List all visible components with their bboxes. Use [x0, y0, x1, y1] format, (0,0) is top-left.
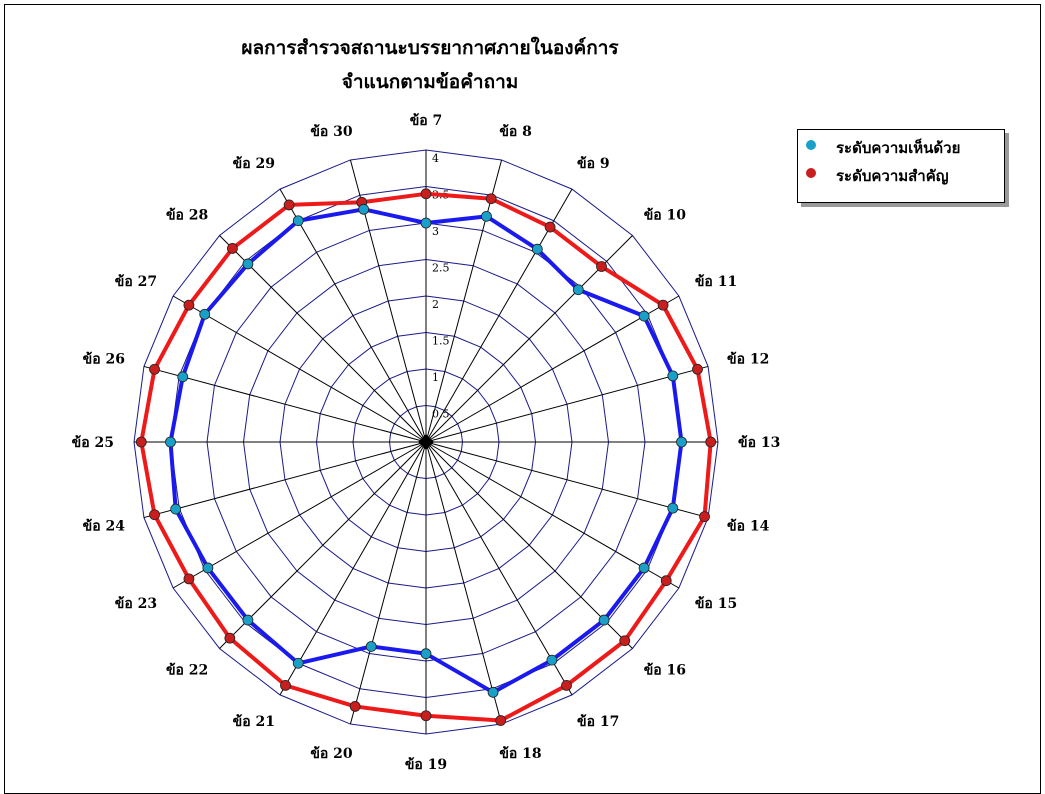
- point-agreement-17: [203, 563, 213, 573]
- point-agreement-23: [293, 216, 303, 226]
- point-agreement-1: [421, 218, 431, 228]
- radar-chart: 0.511.522.533.54 ข้อ 7ข้อ 8ข้อ 9ข้อ 10ข้…: [5, 5, 1040, 793]
- point-agreement-21: [200, 309, 210, 319]
- category-label-23: ข้อ 29: [233, 156, 275, 172]
- point-importance-13: [421, 711, 431, 721]
- point-importance-8: [700, 512, 710, 522]
- category-label-1: ข้อ 7: [410, 113, 443, 129]
- point-importance-4: [597, 261, 607, 271]
- legend: ระดับความเห็นด้วย ระดับความสำคัญ: [797, 129, 1005, 203]
- category-label-7: ข้อ 13: [738, 435, 780, 451]
- category-label-10: ข้อ 16: [644, 663, 686, 679]
- category-label-12: ข้อ 18: [499, 746, 541, 762]
- chart-title-line1: ผลการสำรวจสถานะบรรยากาศภายในองค์การ: [5, 33, 855, 63]
- spoke-15: [280, 442, 426, 695]
- category-label-17: ข้อ 23: [115, 596, 157, 612]
- point-agreement-18: [171, 504, 181, 514]
- point-agreement-2: [481, 211, 491, 221]
- category-label-13: ข้อ 19: [405, 757, 447, 773]
- tick-label-4: 4: [432, 152, 439, 165]
- legend-item-importance: ระดับความสำคัญ: [806, 164, 1002, 186]
- spoke-14: [350, 442, 426, 724]
- point-importance-3: [545, 222, 555, 232]
- category-label-4: ข้อ 10: [644, 207, 687, 223]
- category-label-2: ข้อ 8: [499, 124, 532, 140]
- point-importance-12: [496, 716, 506, 726]
- point-importance-17: [184, 574, 194, 584]
- category-label-22: ข้อ 28: [166, 207, 208, 223]
- chart-title-line2: จำแนกตามข้อคำถาม: [5, 67, 855, 97]
- point-agreement-12: [488, 687, 498, 697]
- point-agreement-11: [547, 655, 557, 665]
- spoke-18: [144, 442, 426, 518]
- category-label-24: ข้อ 30: [310, 124, 353, 140]
- category-label-15: ข้อ 21: [233, 714, 275, 730]
- point-agreement-9: [639, 563, 649, 573]
- point-agreement-13: [421, 649, 431, 659]
- category-label-14: ข้อ 20: [310, 746, 353, 762]
- point-agreement-24: [359, 204, 369, 214]
- legend-item-agreement: ระดับความเห็นด้วย: [806, 136, 1002, 158]
- point-importance-23: [284, 200, 294, 210]
- point-importance-5: [658, 300, 668, 310]
- point-agreement-14: [366, 641, 376, 651]
- point-importance-11: [562, 680, 572, 690]
- category-label-20: ข้อ 26: [83, 352, 125, 368]
- point-agreement-3: [532, 244, 542, 254]
- spoke-12: [426, 442, 502, 724]
- point-importance-7: [706, 437, 716, 447]
- legend-marker-agreement: [806, 140, 816, 150]
- point-importance-20: [150, 364, 160, 374]
- tick-label-1: 1: [432, 371, 439, 384]
- legend-marker-importance: [806, 168, 816, 178]
- tick-label-3: 3: [432, 225, 439, 238]
- point-importance-9: [661, 576, 671, 586]
- point-agreement-4: [573, 285, 583, 295]
- point-agreement-16: [243, 615, 253, 625]
- point-importance-2: [486, 194, 496, 204]
- point-importance-15: [280, 680, 290, 690]
- point-importance-10: [620, 636, 630, 646]
- point-importance-19: [136, 437, 146, 447]
- category-label-19: ข้อ 25: [72, 435, 114, 451]
- point-importance-1: [421, 189, 431, 199]
- point-agreement-6: [668, 371, 678, 381]
- point-importance-21: [184, 300, 194, 310]
- category-label-9: ข้อ 15: [695, 596, 737, 612]
- spoke-21: [173, 296, 426, 442]
- point-agreement-22: [243, 259, 253, 269]
- category-label-11: ข้อ 17: [577, 714, 619, 730]
- tick-label-1.5: 1.5: [432, 335, 450, 348]
- legend-label-agreement: ระดับความเห็นด้วย: [836, 136, 960, 160]
- point-importance-6: [692, 364, 702, 374]
- category-label-21: ข้อ 27: [115, 274, 157, 290]
- point-agreement-7: [677, 437, 687, 447]
- category-label-18: ข้อ 24: [83, 518, 126, 534]
- point-importance-22: [227, 243, 237, 253]
- point-importance-16: [225, 633, 235, 643]
- tick-label-0.5: 0.5: [432, 408, 450, 421]
- category-label-8: ข้อ 14: [727, 518, 770, 534]
- point-agreement-5: [639, 311, 649, 321]
- category-label-3: ข้อ 9: [577, 156, 610, 172]
- point-agreement-19: [166, 437, 176, 447]
- category-label-6: ข้อ 12: [727, 352, 769, 368]
- spoke-6: [426, 366, 708, 442]
- category-label-16: ข้อ 22: [166, 663, 208, 679]
- tick-label-2.5: 2.5: [432, 262, 450, 275]
- point-agreement-10: [599, 615, 609, 625]
- point-importance-18: [150, 510, 160, 520]
- point-importance-14: [350, 701, 360, 711]
- spoke-23: [280, 189, 426, 442]
- radial-tick-labels: 0.511.522.533.54: [432, 152, 450, 421]
- legend-label-importance: ระดับความสำคัญ: [836, 164, 949, 188]
- radar-spokes: [134, 150, 718, 734]
- point-agreement-8: [668, 503, 678, 513]
- tick-label-2: 2: [432, 298, 439, 311]
- category-label-5: ข้อ 11: [695, 274, 737, 290]
- point-agreement-15: [293, 658, 303, 668]
- chart-frame: 0.5 1 1.5 2 2.5 3 3.5 4 ข้อ 7 ข้อ 8 ข้อ 9 ข้อ 10 ข้…: [4, 4, 1041, 794]
- point-agreement-20: [178, 372, 188, 382]
- spoke-8: [426, 442, 708, 518]
